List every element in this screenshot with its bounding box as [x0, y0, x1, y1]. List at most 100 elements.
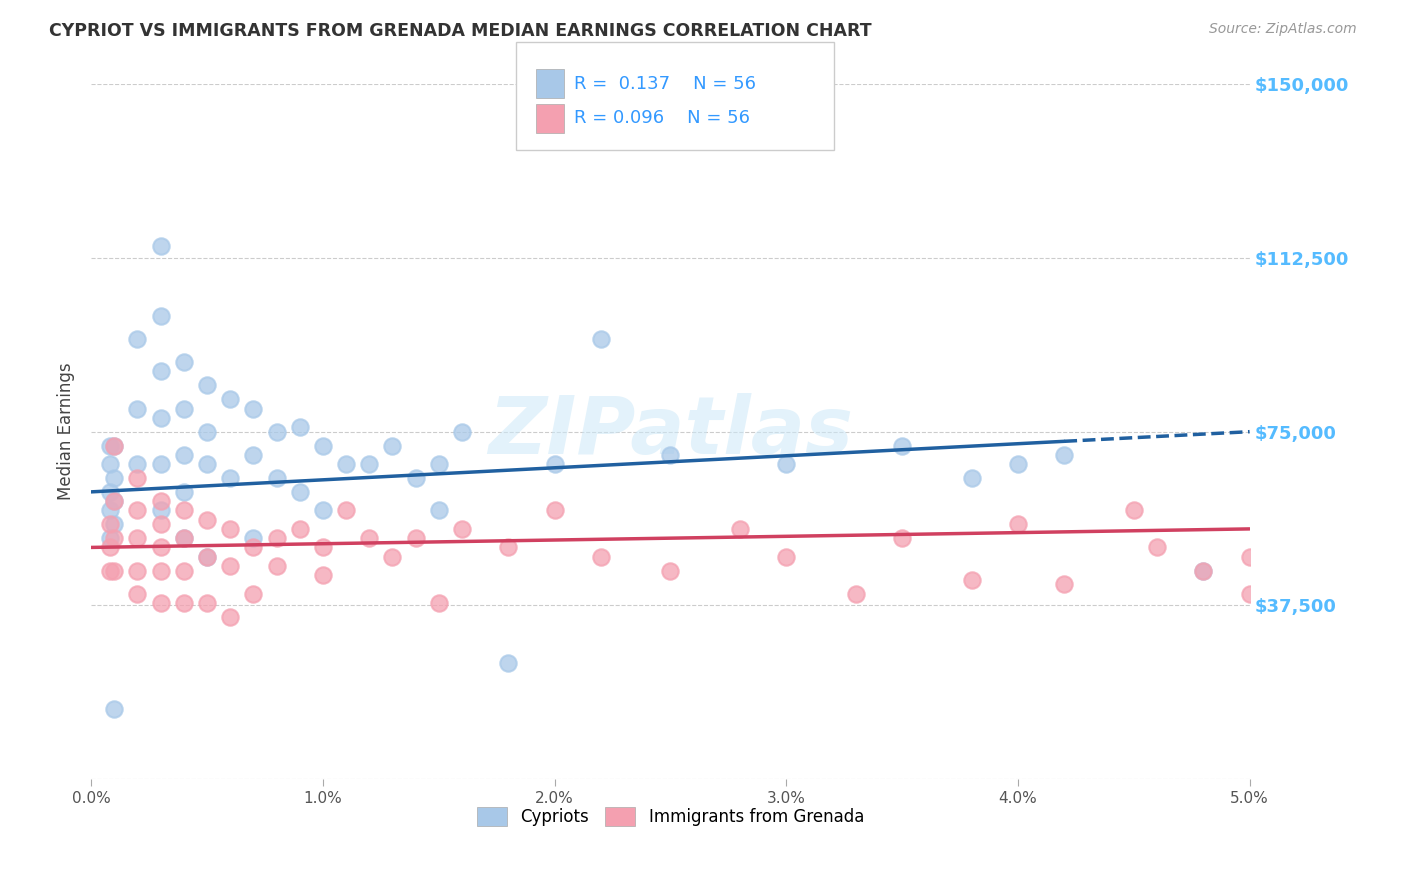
Point — [427, 457, 450, 471]
Point — [173, 596, 195, 610]
Point — [195, 457, 218, 471]
Point — [195, 549, 218, 564]
Point — [1239, 587, 1261, 601]
Point — [103, 494, 125, 508]
Point — [589, 332, 612, 346]
Point — [173, 531, 195, 545]
Point — [219, 392, 242, 407]
Point — [381, 439, 404, 453]
Point — [266, 471, 288, 485]
Point — [173, 503, 195, 517]
Point — [1239, 549, 1261, 564]
Point — [242, 448, 264, 462]
Point — [98, 517, 121, 532]
Point — [496, 541, 519, 555]
Point — [891, 439, 914, 453]
Point — [173, 484, 195, 499]
Point — [173, 355, 195, 369]
Point — [127, 332, 149, 346]
Point — [359, 531, 381, 545]
Point — [98, 541, 121, 555]
Point — [149, 494, 172, 508]
Point — [149, 410, 172, 425]
Point — [288, 522, 311, 536]
Point — [312, 541, 335, 555]
Text: CYPRIOT VS IMMIGRANTS FROM GRENADA MEDIAN EARNINGS CORRELATION CHART: CYPRIOT VS IMMIGRANTS FROM GRENADA MEDIA… — [49, 22, 872, 40]
Point — [149, 541, 172, 555]
Point — [149, 596, 172, 610]
Point — [1053, 448, 1076, 462]
Point — [312, 503, 335, 517]
Point — [195, 378, 218, 392]
Point — [173, 401, 195, 416]
Point — [195, 549, 218, 564]
Point — [1192, 564, 1215, 578]
Point — [659, 564, 682, 578]
Point — [98, 439, 121, 453]
Point — [266, 425, 288, 439]
Point — [960, 573, 983, 587]
Point — [242, 587, 264, 601]
Point — [891, 531, 914, 545]
Point — [103, 494, 125, 508]
Point — [149, 503, 172, 517]
Point — [1007, 517, 1029, 532]
Point — [103, 702, 125, 716]
Y-axis label: Median Earnings: Median Earnings — [58, 363, 75, 500]
Point — [381, 549, 404, 564]
Text: R =  0.137    N = 56: R = 0.137 N = 56 — [574, 75, 755, 93]
Point — [103, 531, 125, 545]
Point — [543, 457, 565, 471]
Point — [405, 471, 427, 485]
Point — [1007, 457, 1029, 471]
Point — [127, 401, 149, 416]
Point — [219, 610, 242, 624]
Point — [775, 549, 797, 564]
Point — [335, 503, 357, 517]
Point — [103, 517, 125, 532]
Point — [149, 309, 172, 323]
Point — [98, 457, 121, 471]
Point — [312, 568, 335, 582]
Text: Source: ZipAtlas.com: Source: ZipAtlas.com — [1209, 22, 1357, 37]
Point — [195, 425, 218, 439]
Point — [127, 503, 149, 517]
Point — [242, 531, 264, 545]
Point — [589, 549, 612, 564]
Point — [1053, 577, 1076, 591]
Point — [195, 513, 218, 527]
Point — [266, 558, 288, 573]
Point — [659, 448, 682, 462]
Point — [1146, 541, 1168, 555]
Point — [127, 457, 149, 471]
Point — [1122, 503, 1144, 517]
Point — [103, 439, 125, 453]
Point — [427, 503, 450, 517]
Point — [103, 439, 125, 453]
Point — [173, 448, 195, 462]
Point — [98, 531, 121, 545]
Point — [288, 420, 311, 434]
Point — [288, 484, 311, 499]
Point — [173, 531, 195, 545]
Point — [98, 503, 121, 517]
Point — [103, 471, 125, 485]
Point — [149, 564, 172, 578]
Point — [728, 522, 751, 536]
Point — [242, 401, 264, 416]
Point — [775, 457, 797, 471]
Point — [127, 531, 149, 545]
Point — [149, 517, 172, 532]
Legend: Cypriots, Immigrants from Grenada: Cypriots, Immigrants from Grenada — [470, 800, 870, 833]
Point — [98, 564, 121, 578]
Point — [98, 484, 121, 499]
Point — [195, 596, 218, 610]
Point — [149, 457, 172, 471]
Point — [219, 558, 242, 573]
Point — [242, 541, 264, 555]
Text: R = 0.096    N = 56: R = 0.096 N = 56 — [574, 110, 749, 128]
Point — [149, 239, 172, 253]
Text: ZIPatlas: ZIPatlas — [488, 392, 853, 471]
Point — [960, 471, 983, 485]
Point — [845, 587, 868, 601]
